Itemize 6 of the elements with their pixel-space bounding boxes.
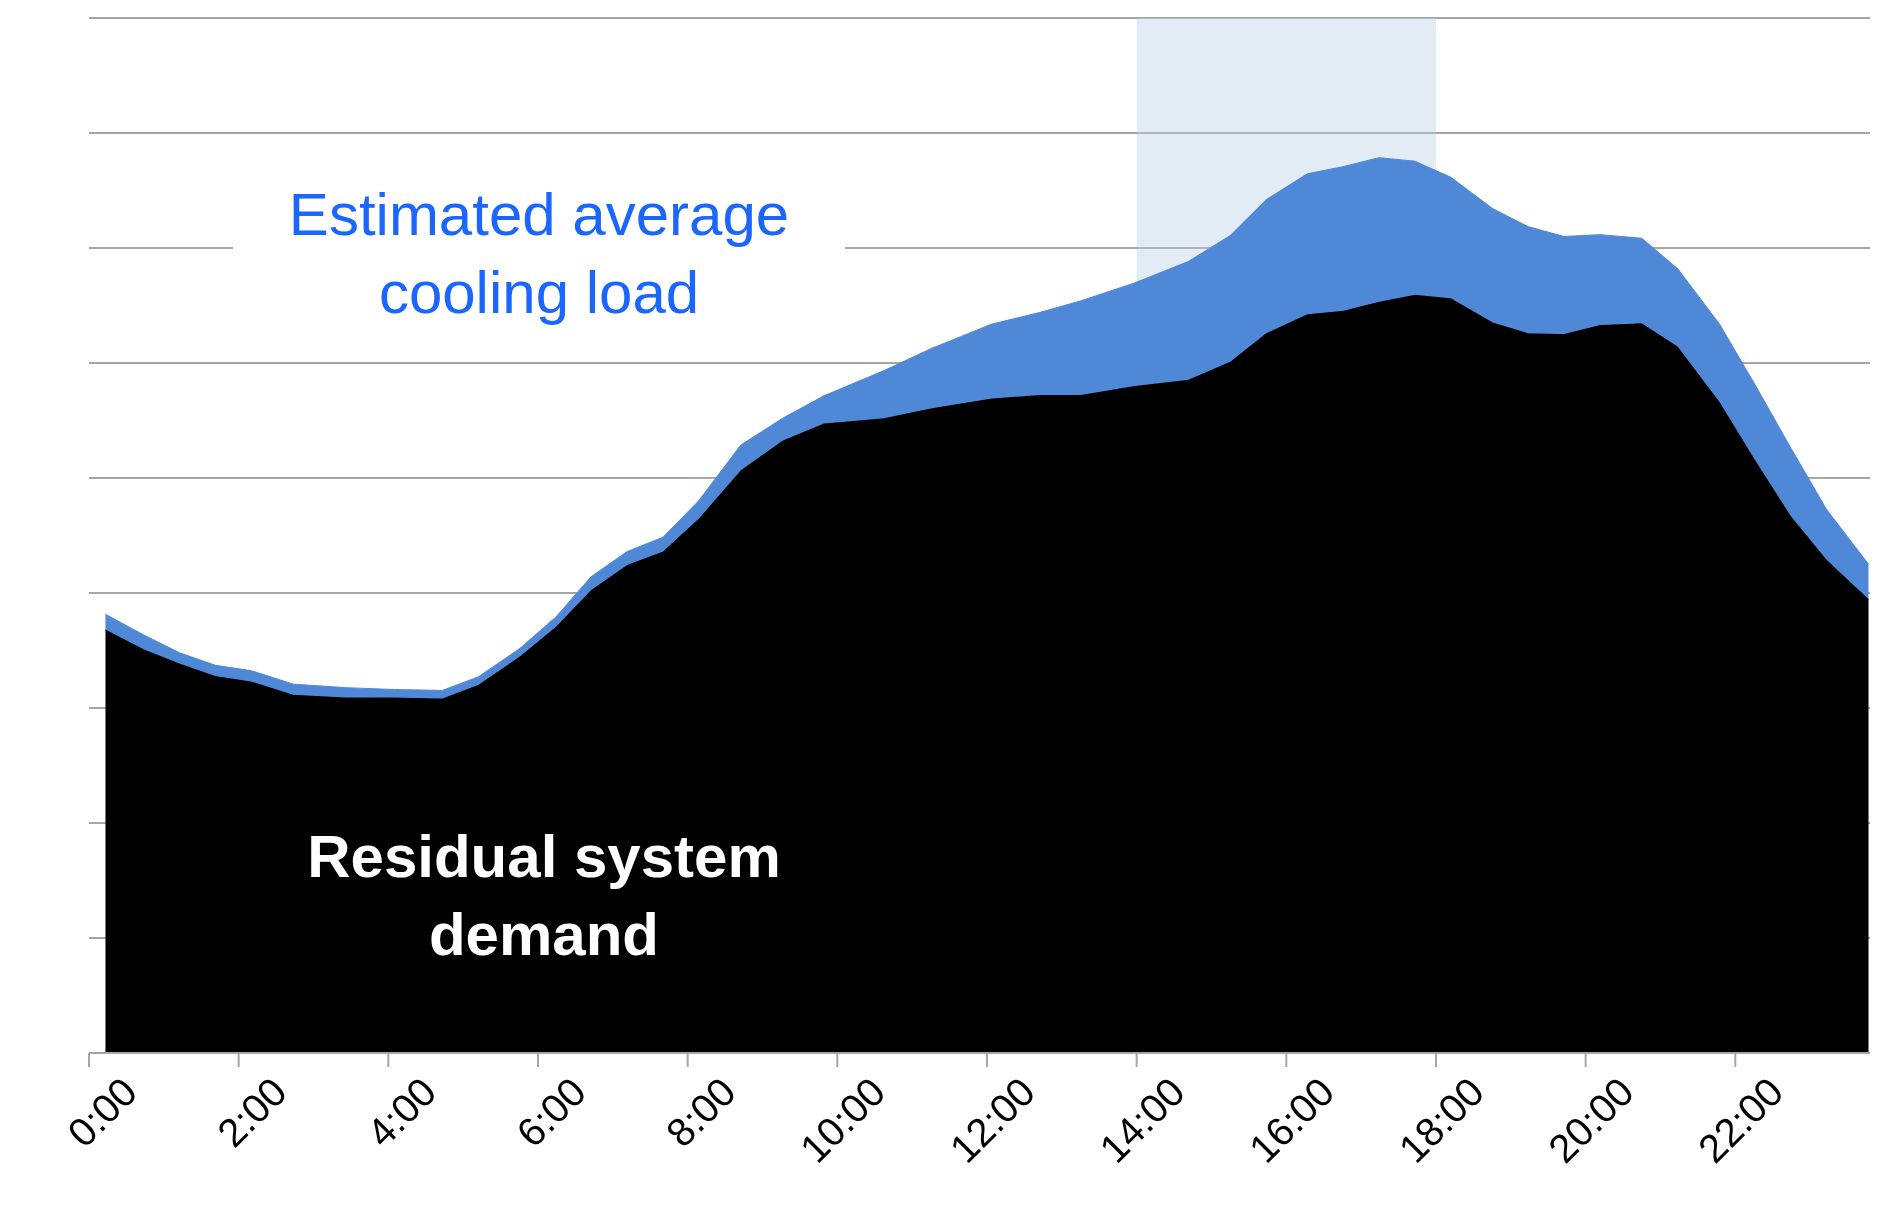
x-tick-label: 6:00: [508, 1069, 595, 1156]
series-label: Residual system demand: [306, 822, 782, 970]
x-tick-label: 0:00: [59, 1069, 146, 1156]
series-label: Estimated average cooling load: [233, 176, 845, 332]
x-tick-label: 4:00: [358, 1069, 445, 1156]
x-tick-label: 8:00: [657, 1069, 744, 1156]
